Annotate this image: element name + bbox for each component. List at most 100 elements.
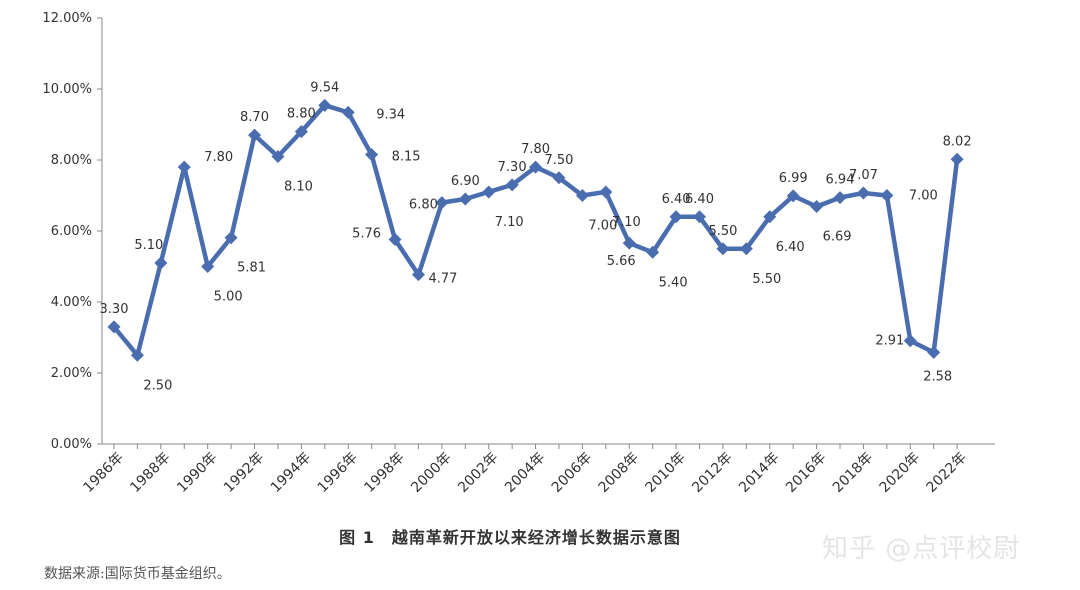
data-point-marker <box>739 242 753 256</box>
data-point-marker <box>130 348 144 362</box>
data-point-marker <box>177 160 191 174</box>
data-point-marker <box>318 98 332 112</box>
data-point-marker <box>154 256 168 270</box>
data-point-marker <box>271 149 285 163</box>
data-point-marker <box>716 242 730 256</box>
x-tick-label: 2012年 <box>689 450 735 496</box>
data-point-marker <box>810 200 824 214</box>
data-label: 7.00 <box>588 219 617 234</box>
data-label: 5.10 <box>134 238 163 253</box>
y-tick-label: 12.00% <box>42 11 92 26</box>
y-tick-label: 0.00% <box>51 437 92 452</box>
series-line-group <box>107 98 964 362</box>
x-tick-label: 2020年 <box>877 450 923 496</box>
data-point-marker <box>107 320 121 334</box>
data-label: 7.07 <box>849 168 878 183</box>
y-tick-label: 2.00% <box>51 366 92 381</box>
data-point-marker <box>529 160 543 174</box>
data-label: 6.94 <box>826 173 855 188</box>
x-tick-label: 2008年 <box>596 450 642 496</box>
data-point-marker <box>880 189 894 202</box>
data-label: 5.50 <box>708 224 737 239</box>
data-label-group: 3.30 2.50 5.10 7.80 5.00 5.81 8.70 8.10 8.80 9.54… <box>100 80 972 393</box>
data-label: 6.90 <box>451 174 480 189</box>
data-label: 6.40 <box>776 240 805 255</box>
data-label: 7.10 <box>495 215 524 230</box>
data-label: 8.02 <box>943 134 972 149</box>
x-tick-label: 1998年 <box>361 450 407 496</box>
data-label: 5.40 <box>659 275 688 290</box>
data-point-marker <box>552 171 566 185</box>
data-label: 8.70 <box>240 110 269 125</box>
x-tick-label: 2016年 <box>783 450 829 496</box>
x-tick-label: 1992年 <box>221 450 267 496</box>
x-tick-label: 1988年 <box>127 450 173 496</box>
chart-axes: 0.00% 2.00% 4.00% 6.00% 8.00% 10.00% 12.00% 198… <box>42 11 995 496</box>
data-label: 5.00 <box>214 290 243 305</box>
data-point-marker <box>294 125 308 139</box>
x-tick-label: 1994年 <box>268 450 314 496</box>
x-tick-label: 1996年 <box>315 450 361 496</box>
data-point-marker <box>903 334 917 348</box>
data-point-marker <box>693 210 706 224</box>
line-chart: 0.00% 2.00% 4.00% 6.00% 8.00% 10.00% 12.00% 198… <box>42 11 995 496</box>
data-label: 5.66 <box>607 254 636 269</box>
y-tick-label: 4.00% <box>51 295 92 310</box>
data-point-marker <box>575 189 589 202</box>
data-point-marker <box>435 196 449 210</box>
data-label: 6.40 <box>685 192 714 207</box>
data-label: 6.80 <box>409 198 438 213</box>
data-point-marker <box>224 231 238 245</box>
x-tick-label: 2014年 <box>736 450 782 496</box>
data-label: 9.54 <box>310 80 339 95</box>
data-label: 2.91 <box>875 334 904 349</box>
source-note: 数据来源:国际货币基金组织。 <box>44 566 231 582</box>
y-tick-label: 8.00% <box>51 153 92 168</box>
data-point-marker <box>927 345 941 359</box>
data-point-marker <box>622 236 636 250</box>
data-point-marker <box>763 210 777 224</box>
data-label: 7.80 <box>204 150 233 165</box>
x-tick-label: 2004年 <box>502 450 548 496</box>
x-tick-label: 2022年 <box>924 450 970 496</box>
data-label: 6.69 <box>823 230 852 245</box>
data-label: 6.99 <box>779 171 808 186</box>
data-label: 5.50 <box>752 272 781 287</box>
data-label: 2.58 <box>923 369 952 384</box>
data-label: 3.30 <box>100 302 129 317</box>
data-point-marker <box>599 185 613 199</box>
x-tick-label: 2002年 <box>455 450 501 496</box>
data-point-marker <box>950 152 964 166</box>
data-label: 7.10 <box>612 215 641 230</box>
data-label: 8.80 <box>287 107 316 122</box>
data-point-marker <box>669 210 683 224</box>
data-label: 8.15 <box>392 150 421 165</box>
data-point-marker <box>248 128 262 142</box>
x-tick-label: 1986年 <box>80 450 126 496</box>
data-label: 5.76 <box>352 227 381 242</box>
data-point-marker <box>411 268 425 282</box>
x-tick-label: 1990年 <box>174 450 220 496</box>
data-point-marker <box>646 245 660 259</box>
data-label: 2.50 <box>143 378 172 393</box>
x-tick-label: 2000年 <box>408 450 454 496</box>
data-point-marker <box>856 186 870 200</box>
data-label: 7.30 <box>498 160 527 175</box>
figure-caption: 图 1 越南革新开放以来经济增长数据示意图 <box>339 528 681 547</box>
data-point-marker <box>833 191 847 205</box>
data-label: 6.40 <box>662 192 691 207</box>
data-label: 7.50 <box>545 153 574 168</box>
y-tick-label: 6.00% <box>51 224 92 239</box>
data-label: 7.00 <box>909 189 938 204</box>
data-point-marker <box>365 148 379 162</box>
x-tick-label: 2010年 <box>642 450 688 496</box>
data-label: 8.10 <box>284 179 313 194</box>
data-point-marker <box>458 192 472 206</box>
data-point-marker <box>201 260 215 273</box>
data-label: 5.81 <box>237 261 266 276</box>
data-point-marker <box>786 189 800 203</box>
data-point-marker <box>341 105 355 119</box>
x-tick-label: 2006年 <box>549 450 595 496</box>
data-label: 4.77 <box>428 272 457 287</box>
y-tick-label: 10.00% <box>42 82 92 97</box>
